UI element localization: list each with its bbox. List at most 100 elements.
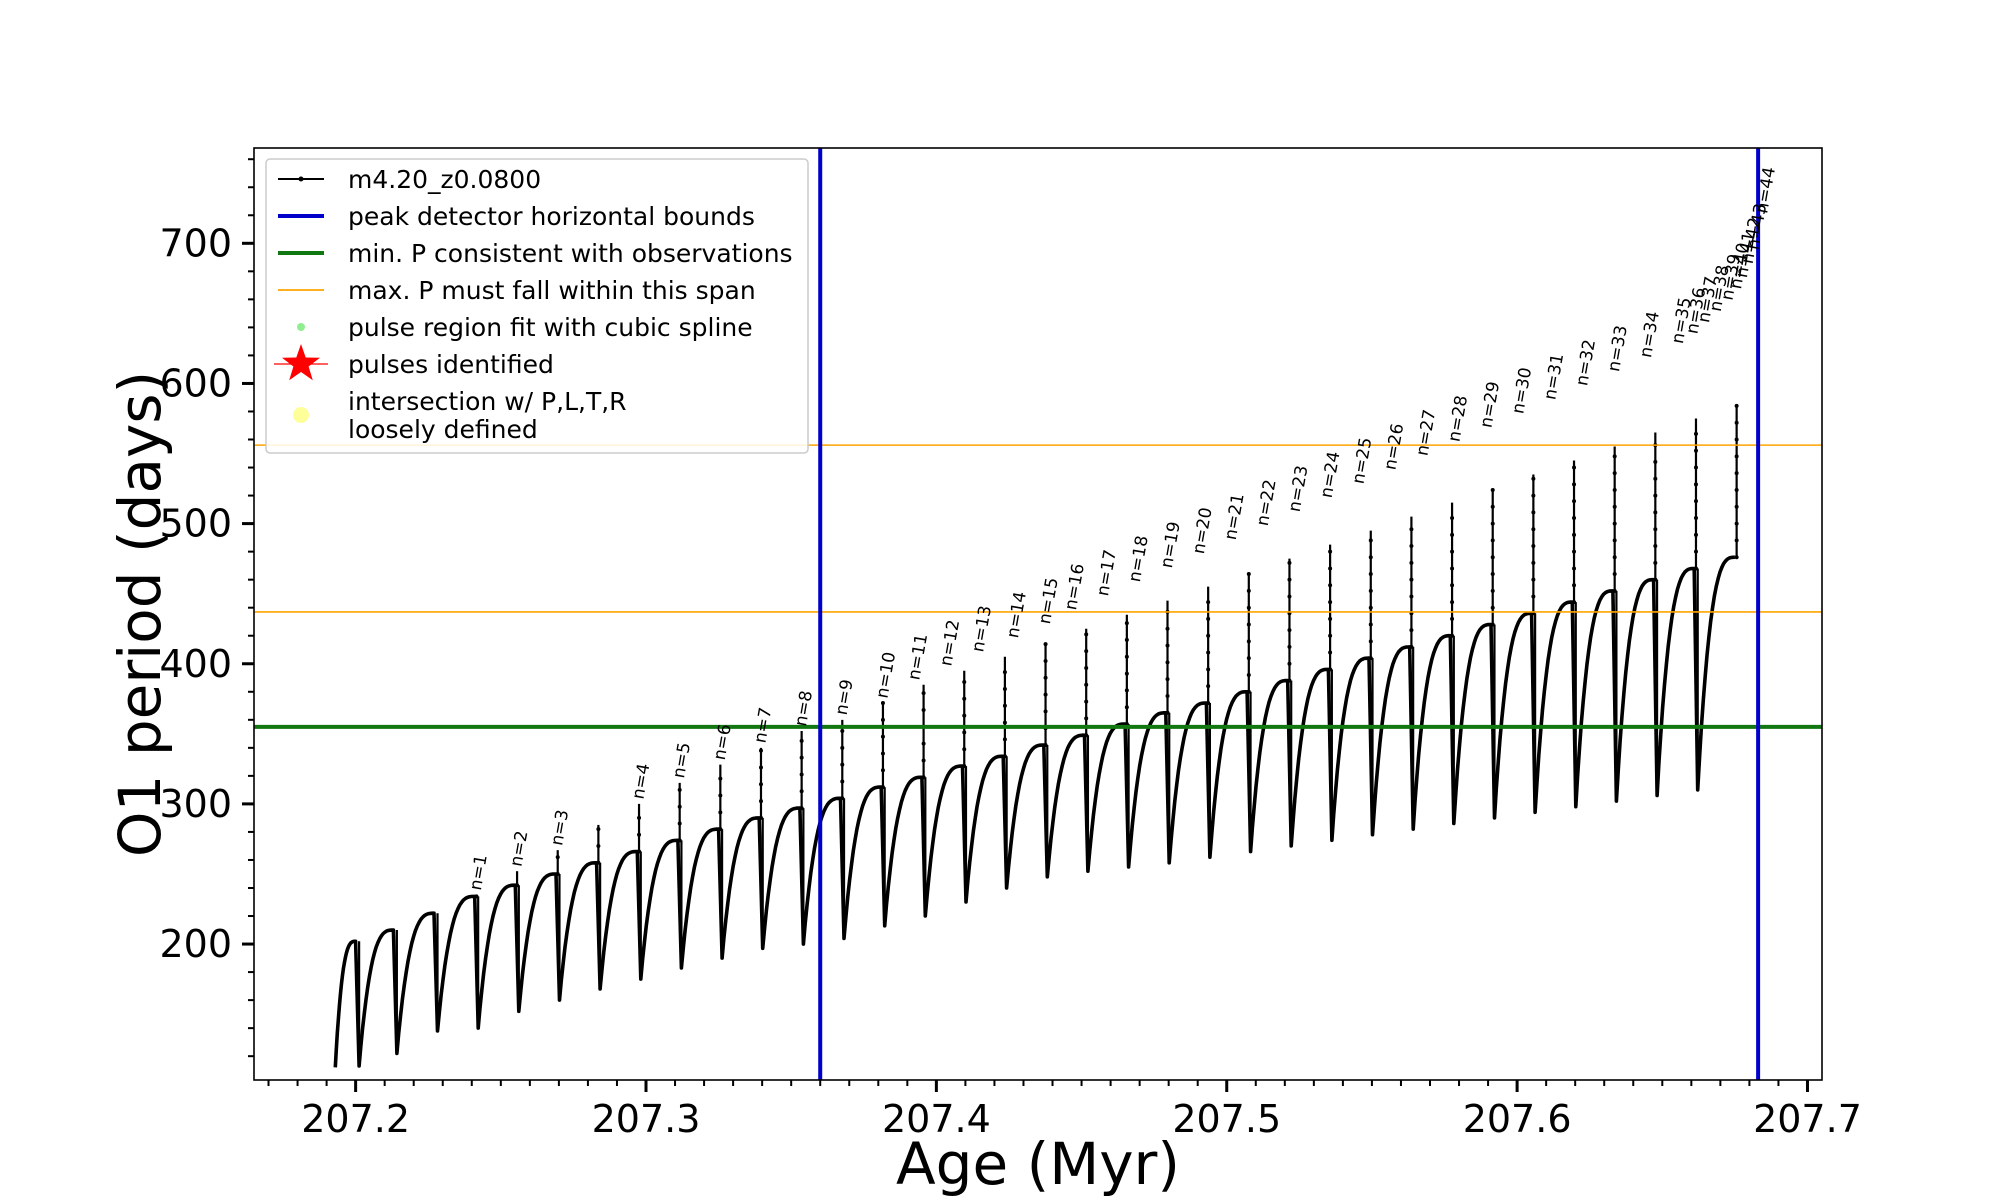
pulse-spike-marker bbox=[1490, 487, 1495, 492]
pulse-spike-marker bbox=[1490, 521, 1495, 526]
pulse-spike-marker bbox=[1246, 572, 1251, 577]
pulse-spike-marker bbox=[1328, 633, 1333, 638]
pulse-spike-marker bbox=[1246, 639, 1251, 644]
pulse-spike-marker bbox=[1368, 605, 1373, 610]
y-axis-title: O1 period (days) bbox=[106, 371, 174, 857]
pulse-spike-marker bbox=[1287, 577, 1292, 582]
pulse-spike-marker bbox=[1653, 544, 1658, 549]
y-tick-label: 200 bbox=[159, 922, 232, 966]
pulse-spike-marker bbox=[921, 741, 926, 746]
y-tick-label: 400 bbox=[159, 642, 232, 686]
pulse-spike-marker bbox=[1612, 471, 1617, 476]
legend-star-icon bbox=[282, 344, 320, 381]
pulse-spike-marker bbox=[880, 768, 885, 773]
pulse-spike-marker bbox=[1450, 583, 1455, 588]
pulse-spike-marker bbox=[1084, 682, 1089, 687]
pulse-spike-marker bbox=[1287, 628, 1292, 633]
pulse-spike-marker bbox=[1165, 677, 1170, 682]
pulse-spike-marker bbox=[962, 696, 967, 701]
pulse-spike-marker bbox=[1084, 665, 1089, 670]
pulse-spike-marker bbox=[1734, 437, 1739, 442]
pulse-spike-marker bbox=[1734, 555, 1739, 560]
pulse-spike-marker bbox=[1206, 667, 1211, 672]
pulse-spike-marker bbox=[555, 855, 560, 860]
x-tick-label: 207.6 bbox=[1463, 1097, 1572, 1141]
pulse-spike-marker bbox=[1124, 637, 1129, 642]
axes: 207.2 207.3 207.4 207.5 207.6 207.7 200 300 400 5… bbox=[159, 158, 1862, 1141]
pulse-spike-marker bbox=[677, 821, 682, 826]
pulse-spike-marker bbox=[1206, 633, 1211, 638]
pulse-spike-marker bbox=[1124, 654, 1129, 659]
y-tick-label: 600 bbox=[159, 361, 232, 405]
pulse-spike-marker bbox=[962, 679, 967, 684]
legend-label: pulse region fit with cubic spline bbox=[348, 313, 753, 342]
legend-label: m4.20_z0.0800 bbox=[348, 165, 541, 194]
pulse-spike-marker bbox=[1328, 566, 1333, 571]
pulse-spike-marker bbox=[1653, 493, 1658, 498]
pulse-spike-marker bbox=[1693, 431, 1698, 436]
pulse-spike-marker bbox=[1043, 642, 1048, 647]
pulse-spike-marker bbox=[1693, 549, 1698, 554]
pulse-spike-marker bbox=[1531, 594, 1536, 599]
pulse-spike-marker bbox=[1653, 527, 1658, 532]
pulse-spike-marker bbox=[1693, 515, 1698, 520]
pulse-spike-marker bbox=[880, 700, 885, 705]
pulse-spike-marker bbox=[1612, 521, 1617, 526]
pulse-spike-marker bbox=[1328, 600, 1333, 605]
pulse-spike-marker bbox=[596, 843, 601, 848]
pulse-spike-marker bbox=[1490, 504, 1495, 509]
pulse-spike-marker bbox=[1572, 515, 1577, 520]
pulse-spike-marker bbox=[799, 789, 804, 794]
pulse-spike-marker bbox=[1450, 532, 1455, 537]
pulse-spike-marker bbox=[1653, 560, 1658, 565]
pulse-spike-marker bbox=[1368, 555, 1373, 560]
pulse-spike-marker bbox=[758, 765, 763, 770]
pulse-spike-marker bbox=[1734, 538, 1739, 543]
plot-area-data bbox=[333, 403, 1739, 1068]
y-tick-label: 300 bbox=[159, 782, 232, 826]
pulse-spike-marker bbox=[718, 776, 723, 781]
pulse-spike-marker bbox=[1734, 487, 1739, 492]
pulse-spike-marker bbox=[1653, 476, 1658, 481]
pulse-spike-marker bbox=[1328, 549, 1333, 554]
pulse-spike-marker bbox=[962, 747, 967, 752]
pulse-spike-marker bbox=[1368, 588, 1373, 593]
pulse-spike-marker bbox=[1653, 459, 1658, 464]
pulse-spike-marker bbox=[1734, 504, 1739, 509]
pulse-spike-marker bbox=[880, 751, 885, 756]
pulse-spike-marker bbox=[1693, 499, 1698, 504]
legend-swatch-dot bbox=[293, 407, 309, 423]
legend-label: pulses identified bbox=[348, 350, 554, 379]
pulse-spike-marker bbox=[880, 717, 885, 722]
pulse-spike-marker bbox=[1490, 588, 1495, 593]
pulse-spike-marker bbox=[1246, 656, 1251, 661]
pulse-spike-marker bbox=[1246, 672, 1251, 677]
pulse-spike-marker bbox=[799, 755, 804, 760]
pulse-spike-marker bbox=[1572, 583, 1577, 588]
pulse-spike-marker bbox=[1531, 493, 1536, 498]
pulse-spike-marker bbox=[1409, 628, 1414, 633]
pulse-spike-marker bbox=[1124, 621, 1129, 626]
pulse-spike-marker bbox=[758, 748, 763, 753]
pulse-spike-marker bbox=[1693, 465, 1698, 470]
pulse-spike-marker bbox=[1084, 716, 1089, 721]
pulse-spike-marker bbox=[1287, 560, 1292, 565]
legend-label: peak detector horizontal bounds bbox=[348, 202, 755, 231]
x-tick-label: 207.3 bbox=[592, 1097, 701, 1141]
pulse-spike-marker bbox=[1287, 661, 1292, 666]
pulse-spike-marker bbox=[1531, 476, 1536, 481]
pulse-spike-marker bbox=[1612, 504, 1617, 509]
pulse-spike-marker bbox=[1124, 705, 1129, 710]
pulse-spike-marker bbox=[637, 815, 642, 820]
pulse-spike-marker bbox=[1409, 527, 1414, 532]
pulse-spike-marker bbox=[1368, 622, 1373, 627]
pulse-spike-marker bbox=[1490, 572, 1495, 577]
pulse-spike-marker bbox=[799, 738, 804, 743]
pulse-spike-marker bbox=[1734, 471, 1739, 476]
legend-swatch-dot bbox=[297, 323, 305, 331]
legend-label-line2: loosely defined bbox=[348, 415, 538, 444]
y-tick-label: 700 bbox=[159, 221, 232, 265]
pulse-spike-marker bbox=[1165, 693, 1170, 698]
pulse-spike-marker bbox=[840, 745, 845, 750]
